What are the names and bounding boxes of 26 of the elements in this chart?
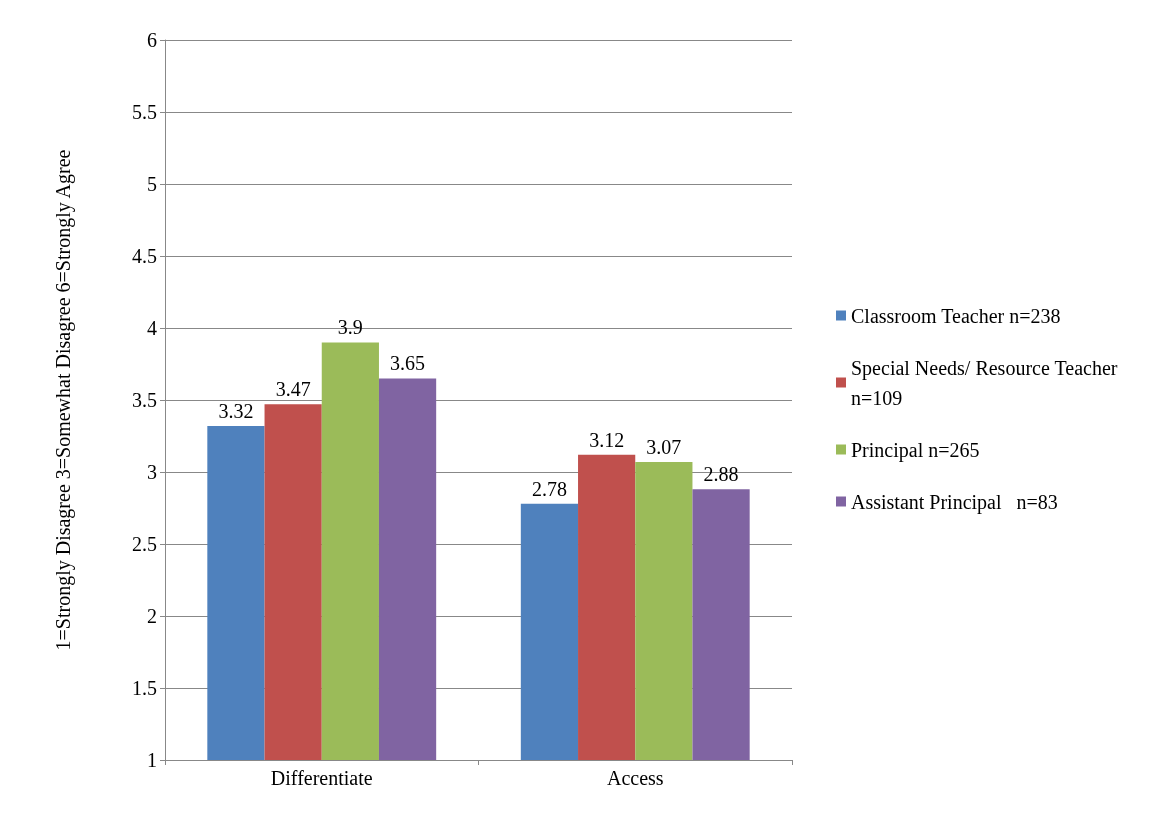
y-tick-label: 2.5 xyxy=(132,533,157,555)
data-label: 3.47 xyxy=(275,378,311,401)
y-tick-label: 3 xyxy=(147,461,157,483)
x-tick-label: Access xyxy=(606,767,664,789)
data-label: 3.32 xyxy=(218,399,254,422)
y-tick-label: 6 xyxy=(147,29,157,51)
data-label: 3.12 xyxy=(589,428,625,451)
y-tick-label: 1 xyxy=(147,749,157,771)
x-tick-label: Differentiate xyxy=(270,767,373,789)
data-label: 2.78 xyxy=(531,477,567,500)
legend-label: Classroom Teacher n=238 xyxy=(851,304,1061,327)
y-tick-label: 4.5 xyxy=(132,245,157,267)
data-label: 2.88 xyxy=(703,463,739,486)
y-axis-title: 1=Strongly Disagree 3=Somewhat Disagree 6=Strongly Agree xyxy=(52,149,75,651)
y-tick-label: 5.5 xyxy=(132,101,157,123)
y-tick-label: 5 xyxy=(147,173,157,195)
data-label: 3.07 xyxy=(646,435,682,458)
y-tick-label: 4 xyxy=(147,317,157,339)
data-label: 3.9 xyxy=(337,316,363,339)
legend-label: Assistant Principal n=83 xyxy=(851,490,1058,514)
y-tick-label: 3.5 xyxy=(132,389,157,411)
y-tick-label: 2 xyxy=(147,605,157,627)
legend-label: Principal n=265 xyxy=(851,438,980,462)
data-label: 3.65 xyxy=(390,352,426,375)
y-tick-label: 1.5 xyxy=(132,677,157,699)
legend-label: Special Needs/ Resource Teacher n=109 xyxy=(851,356,1123,409)
